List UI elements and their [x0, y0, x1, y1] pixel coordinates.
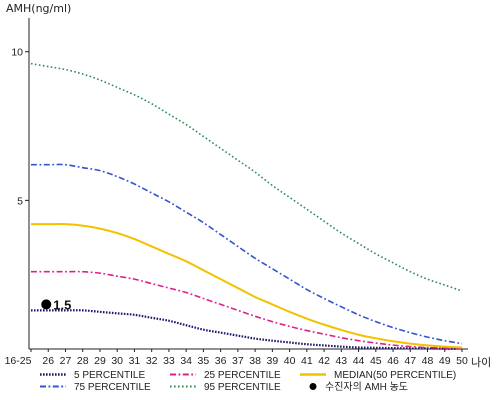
- series-lines: [30, 62, 463, 350]
- y-axis-title: AMH(ng/ml): [6, 2, 71, 15]
- legend-label: 25 PERCENTILE: [204, 370, 281, 381]
- patient-amh-point: [41, 299, 52, 310]
- series-line-median-50-percentile: [31, 223, 463, 349]
- x-tick-label: 26: [42, 355, 54, 367]
- legend-label: 95 PERCENTILE: [204, 382, 281, 393]
- x-tick-label: 47: [404, 355, 416, 367]
- legend-label: 5 PERCENTILE: [74, 370, 145, 381]
- patient-marker: 1.5: [41, 297, 71, 312]
- legend-label: 75 PERCENTILE: [74, 382, 151, 393]
- x-tick-label: 38: [249, 355, 261, 367]
- series-line-5-percentile: [31, 309, 463, 350]
- x-tick-label: 40: [284, 355, 296, 367]
- x-tick-label: 30: [111, 355, 123, 367]
- x-tick-label: 41: [301, 355, 313, 367]
- legend-label: MEDIAN(50 PERCENTILE): [334, 370, 456, 381]
- x-tick-label: 16-25: [5, 355, 32, 367]
- x-tick-label: 31: [129, 355, 141, 367]
- y-tick-label: 10: [11, 47, 23, 59]
- x-tick-label: 43: [335, 355, 347, 367]
- axes: 5 10 16-25 26 27 28 29 30 31 32 33 34 35 36 37 38 39 40 41…: [5, 18, 468, 367]
- x-tick-label: 46: [387, 355, 399, 367]
- x-tick-label: 28: [77, 355, 89, 367]
- legend-label: 수진자의 AMH 농도: [325, 381, 408, 393]
- x-tick-label: 29: [94, 355, 106, 367]
- x-tick-label: 48: [422, 355, 434, 367]
- x-tick-label: 32: [146, 355, 158, 367]
- x-tick-label: 44: [353, 355, 365, 367]
- x-tick-label: 50: [456, 355, 468, 367]
- x-tick-label: 42: [318, 355, 330, 367]
- x-tick-label: 33: [163, 355, 175, 367]
- series-line-95-percentile: [30, 62, 463, 292]
- series-line-25-percentile: [30, 270, 463, 350]
- x-tick-label: 35: [198, 355, 210, 367]
- x-tick-label: 37: [232, 355, 244, 367]
- x-tick-label: 36: [215, 355, 227, 367]
- y-tick-label: 5: [17, 195, 23, 207]
- series-line-75-percentile: [30, 163, 463, 345]
- patient-amh-value-label: 1.5: [53, 297, 71, 312]
- x-axis-title: 나이: [471, 356, 491, 369]
- x-tick-label: 39: [267, 355, 279, 367]
- x-tick-label: 27: [60, 355, 72, 367]
- x-tick-label: 49: [439, 355, 451, 367]
- x-tick-label: 45: [370, 355, 382, 367]
- legend: 5 PERCENTILE 25 PERCENTILE MEDIAN(50 PERCE…: [40, 370, 456, 393]
- x-tick-label: 34: [180, 355, 192, 367]
- legend-marker-swatch: [309, 383, 317, 390]
